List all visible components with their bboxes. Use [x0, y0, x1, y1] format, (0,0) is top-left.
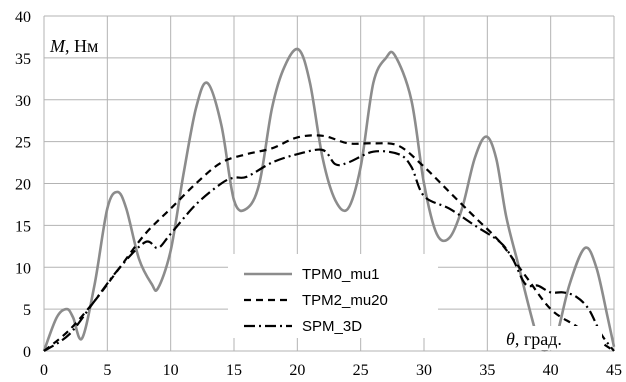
y-tick-label: 30: [15, 93, 31, 110]
svg-text:M, Нм: M, Нм: [49, 36, 98, 56]
y-tick-label: 20: [15, 177, 31, 194]
legend: TPM0_mu1 TPM2_mu20 SPM_3D: [228, 254, 438, 338]
series-line-1: [43, 134, 615, 352]
x-axis-label: θ, град.: [500, 326, 602, 350]
x-axis-unit: , град.: [515, 329, 562, 349]
x-tick-label: 40: [543, 362, 559, 379]
y-tick-label: 40: [15, 9, 31, 26]
series-line-0: [42, 47, 616, 352]
x-tick-label: 45: [606, 362, 622, 379]
x-tick-label: 0: [40, 362, 48, 379]
x-tick-label: 35: [479, 362, 495, 379]
y-tick-label: 25: [15, 135, 31, 152]
x-axis-label-background: [500, 326, 602, 350]
y-axis-variable: M: [49, 36, 66, 56]
series-line-2: [43, 148, 615, 352]
x-tick-label: 25: [353, 362, 369, 379]
y-tick-label: 5: [23, 302, 31, 319]
svg-text:θ, град.: θ, град.: [506, 329, 562, 349]
y-axis-unit: , Нм: [65, 36, 98, 56]
x-axis-variable: θ: [506, 329, 515, 349]
y-tick-label: 0: [23, 344, 31, 361]
legend-label-1: TPM2_mu20: [302, 292, 388, 309]
legend-label-2: SPM_3D: [302, 318, 362, 335]
legend-background: [228, 254, 438, 338]
x-tick-label: 5: [103, 362, 111, 379]
series-layer: [42, 47, 616, 352]
y-axis-label: M, Нм: [49, 36, 98, 56]
legend-label-0: TPM0_mu1: [302, 266, 380, 283]
x-tick-label: 30: [416, 362, 432, 379]
x-tick-label: 10: [163, 362, 179, 379]
x-tick-label: 20: [289, 362, 305, 379]
y-tick-label: 10: [15, 260, 31, 277]
x-tick-label: 15: [226, 362, 242, 379]
y-tick-label: 15: [15, 218, 31, 235]
y-tick-label: 35: [15, 51, 31, 68]
tick-labels: 0 5 10 15 20 25 30 35 40 45 0 5 10 15 20 25 30 35 40: [15, 9, 622, 379]
